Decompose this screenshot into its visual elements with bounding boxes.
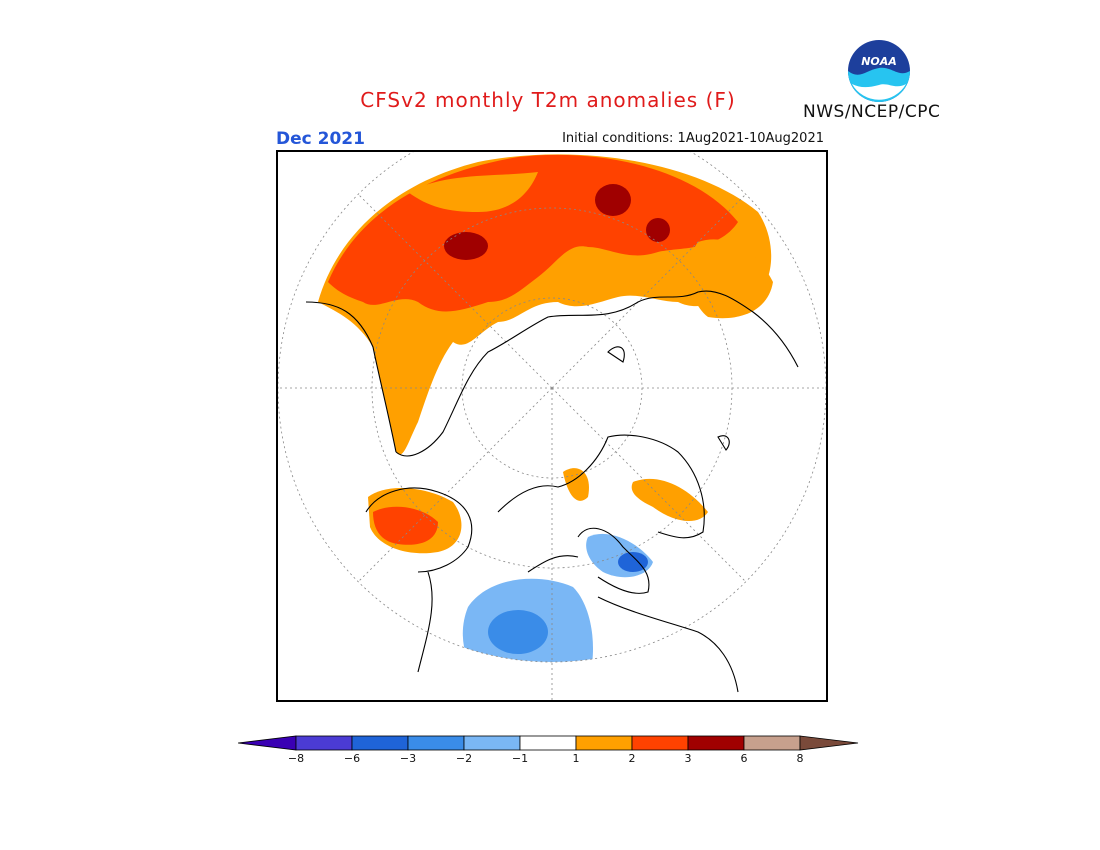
colorbar-segment (519, 735, 577, 751)
colorbar-tick-label: 6 (740, 752, 748, 765)
map-canvas (278, 152, 826, 700)
colorbar-arrow-low (238, 735, 297, 751)
colorbar-tick-label: −2 (455, 752, 473, 765)
initial-conditions: Initial conditions: 1Aug2021-10Aug2021 (562, 131, 824, 146)
colorbar-segment (631, 735, 689, 751)
cool-moderate-region-canada (488, 610, 548, 654)
colorbar-segment (687, 735, 745, 751)
colorbar-tick-label: 2 (628, 752, 636, 765)
warm-extreme-region-1 (444, 232, 488, 260)
chart-title: CFSv2 monthly T2m anomalies (F) (360, 88, 736, 112)
colorbar-tick-label: 3 (684, 752, 692, 765)
noaa-logo: NOAA (848, 40, 910, 102)
warm-moderate-region-greenland (631, 478, 708, 522)
colorbar-tick-label: 8 (796, 752, 804, 765)
warm-strong-region-north (408, 172, 538, 212)
colorbar-segment (575, 735, 633, 751)
graticule (278, 152, 826, 700)
colorbar-segment (407, 735, 465, 751)
colorbar-segment (351, 735, 409, 751)
colorbar-segment (295, 735, 353, 751)
colorbar (238, 735, 859, 751)
colorbar-segment (463, 735, 521, 751)
cool-moderate-region-baffin (618, 552, 648, 572)
colorbar-tick-label: 1 (572, 752, 580, 765)
warm-moderate-region-east (689, 239, 773, 319)
warm-moderate-region-greenland-2 (563, 468, 589, 501)
polar-map (276, 150, 828, 702)
colorbar-tick-label: −1 (511, 752, 529, 765)
colorbar-segment (743, 735, 801, 751)
logo-text: NOAA (861, 55, 897, 68)
colorbar-tick-label: −6 (343, 752, 361, 765)
colorbar-tick-label: −3 (399, 752, 417, 765)
warm-extreme-region-3 (646, 218, 670, 242)
organization-label: NWS/NCEP/CPC (803, 102, 941, 122)
forecast-month: Dec 2021 (276, 129, 365, 149)
coastlines (305, 290, 799, 693)
colorbar-tick-label: −8 (287, 752, 305, 765)
warm-extreme-region-2 (595, 184, 631, 216)
warm-strong-region-alaska (373, 506, 438, 545)
colorbar-arrow-high (799, 735, 859, 751)
